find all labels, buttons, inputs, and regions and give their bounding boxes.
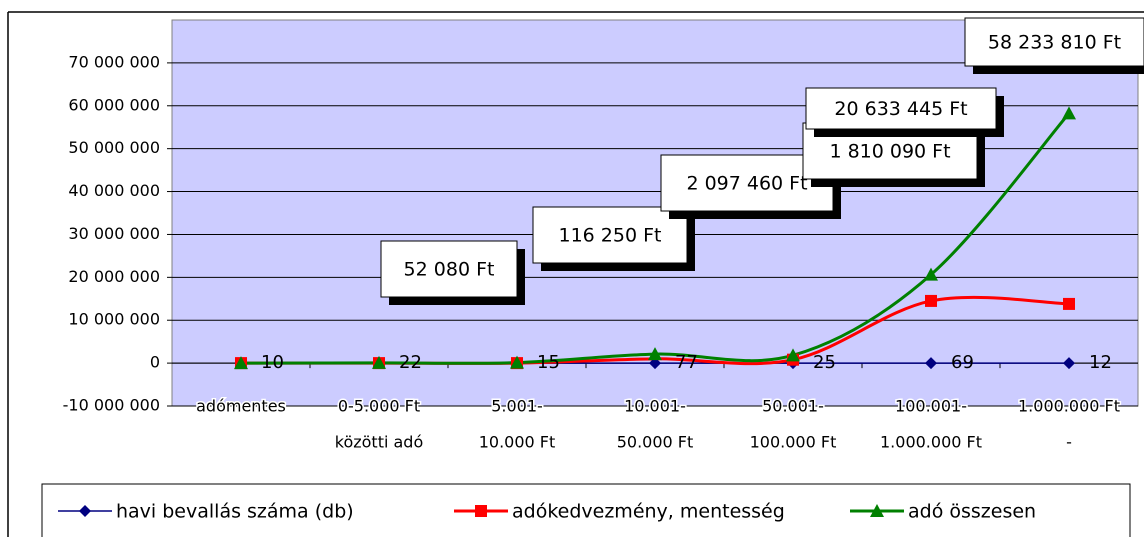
data-label: 15	[537, 352, 560, 373]
x-tick-label: közötti adó	[335, 433, 424, 452]
marker	[510, 355, 524, 369]
y-tick-label: 50 000 000	[68, 138, 160, 157]
data-label: 2 097 460 Ft	[686, 173, 807, 195]
x-tick-label: 1.000.000 Ft	[880, 433, 982, 452]
data-label: 10	[261, 352, 284, 373]
marker	[79, 505, 91, 517]
data-label: 116 250 Ft	[559, 225, 662, 247]
data-label: 25	[813, 352, 836, 373]
y-tick-label: 0	[150, 353, 160, 372]
y-tick-label: 60 000 000	[68, 95, 160, 114]
x-tick-label: 10.001-	[624, 397, 686, 416]
legend-label: adókedvezmény, mentesség	[512, 501, 785, 523]
callout-box	[532, 206, 688, 264]
x-tick-label: 5.001-	[491, 397, 543, 416]
y-tick-label: 20 000 000	[68, 267, 160, 286]
data-label: 77	[675, 352, 698, 373]
legend-label: havi bevallás száma (db)	[116, 501, 354, 523]
x-tick-label: adómentes	[196, 397, 286, 416]
y-tick-label: 30 000 000	[68, 224, 160, 243]
x-tick-label: -	[1066, 433, 1072, 452]
data-label: 69	[951, 352, 974, 373]
marker	[475, 505, 487, 517]
x-tick-label: 10.000 Ft	[479, 433, 556, 452]
marker	[925, 357, 937, 370]
y-tick-label: 10 000 000	[68, 310, 160, 329]
x-tick-label: 1.000.000 Ft	[1018, 397, 1120, 416]
data-label: 12	[1089, 352, 1112, 373]
marker	[870, 504, 884, 517]
legend	[41, 483, 1131, 537]
data-label: 1 810 090 Ft	[829, 141, 950, 163]
callout-box	[964, 17, 1144, 67]
marker	[1063, 357, 1075, 370]
x-tick-label: 0-5.000 Ft	[338, 397, 420, 416]
legend-label: adó összesen	[908, 501, 1036, 523]
y-tick-label: -10 000 000	[63, 396, 160, 415]
marker	[786, 348, 800, 362]
marker	[1063, 297, 1075, 310]
marker	[1062, 106, 1076, 120]
x-tick-label: 50.000 Ft	[617, 433, 694, 452]
marker	[924, 267, 938, 281]
data-label: 52 080 Ft	[404, 259, 495, 281]
data-label: 22	[399, 352, 422, 373]
x-tick-label: 100.001-	[895, 397, 967, 416]
marker	[372, 355, 386, 369]
x-tick-label: 50.001-	[762, 397, 824, 416]
callout-box	[805, 87, 997, 130]
data-label: 20 633 445 Ft	[834, 98, 967, 120]
marker	[648, 347, 662, 361]
y-tick-label: 70 000 000	[68, 52, 160, 71]
x-tick-label: 100.000 Ft	[750, 433, 837, 452]
y-tick-label: 40 000 000	[68, 181, 160, 200]
marker	[925, 294, 937, 307]
marker	[234, 356, 248, 370]
data-label: 58 233 810 Ft	[988, 32, 1121, 54]
callout-box	[380, 240, 518, 298]
